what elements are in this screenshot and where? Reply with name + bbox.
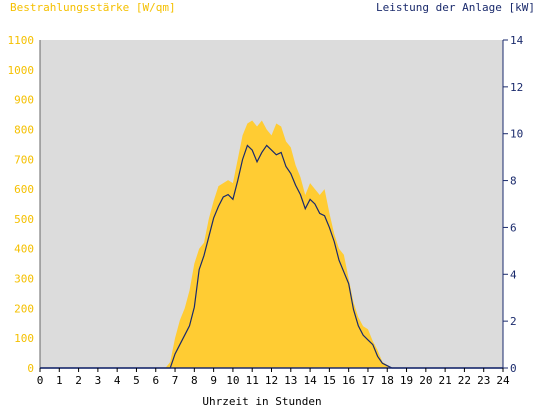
y-left-tick-label: 200 xyxy=(14,302,34,315)
x-tick-label: 16 xyxy=(342,374,355,387)
x-tick-label: 20 xyxy=(419,374,432,387)
x-tick-label: 22 xyxy=(458,374,471,387)
y-left-tick-label: 900 xyxy=(14,94,34,107)
y-left-tick-label: 300 xyxy=(14,273,34,286)
y-left-tick-label: 700 xyxy=(14,153,34,166)
y-right-tick-label: 0 xyxy=(510,362,517,375)
x-tick-label: 2 xyxy=(75,374,82,387)
y-left-tick-label: 0 xyxy=(27,362,34,375)
y-left-tick-label: 500 xyxy=(14,213,34,226)
ticks-layer: 0100200300400500600700800900100011000246… xyxy=(8,34,524,387)
power-line xyxy=(40,144,503,369)
y-right-tick-label: 4 xyxy=(510,268,517,281)
x-tick-label: 9 xyxy=(210,374,217,387)
x-tick-label: 12 xyxy=(265,374,278,387)
x-tick-label: 6 xyxy=(152,374,159,387)
x-tick-label: 5 xyxy=(133,374,140,387)
x-tick-label: 18 xyxy=(381,374,394,387)
x-tick-label: 3 xyxy=(95,374,102,387)
x-axis-label: Uhrzeit in Stunden xyxy=(202,395,321,408)
left-axis-title: Bestrahlungsstärke [W/qm] xyxy=(10,1,176,14)
y-right-tick-label: 6 xyxy=(510,221,517,234)
x-tick-label: 24 xyxy=(496,374,510,387)
x-tick-label: 21 xyxy=(439,374,452,387)
y-left-tick-label: 600 xyxy=(14,183,34,196)
y-left-tick-label: 800 xyxy=(14,123,34,136)
y-right-tick-label: 14 xyxy=(510,34,524,47)
series-layer xyxy=(40,120,503,369)
x-tick-label: 0 xyxy=(37,374,44,387)
y-left-tick-label: 1100 xyxy=(8,34,35,47)
x-tick-label: 10 xyxy=(226,374,239,387)
y-left-tick-label: 400 xyxy=(14,243,34,256)
x-tick-label: 23 xyxy=(477,374,490,387)
right-axis-title: Leistung der Anlage [kW] xyxy=(376,1,535,14)
x-tick-label: 4 xyxy=(114,374,121,387)
x-tick-label: 14 xyxy=(303,374,317,387)
x-tick-label: 7 xyxy=(172,374,179,387)
y-right-tick-label: 12 xyxy=(510,81,523,94)
y-right-tick-label: 8 xyxy=(510,175,517,188)
y-right-tick-label: 2 xyxy=(510,315,517,328)
y-right-tick-label: 10 xyxy=(510,128,523,141)
x-tick-label: 15 xyxy=(323,374,336,387)
x-tick-label: 8 xyxy=(191,374,198,387)
x-tick-label: 17 xyxy=(361,374,374,387)
x-tick-label: 19 xyxy=(400,374,413,387)
y-left-tick-label: 100 xyxy=(14,332,34,345)
x-tick-label: 11 xyxy=(246,374,259,387)
x-tick-label: 1 xyxy=(56,374,63,387)
y-left-tick-label: 1000 xyxy=(8,64,35,77)
x-tick-label: 13 xyxy=(284,374,297,387)
irradiance-area xyxy=(40,120,503,368)
